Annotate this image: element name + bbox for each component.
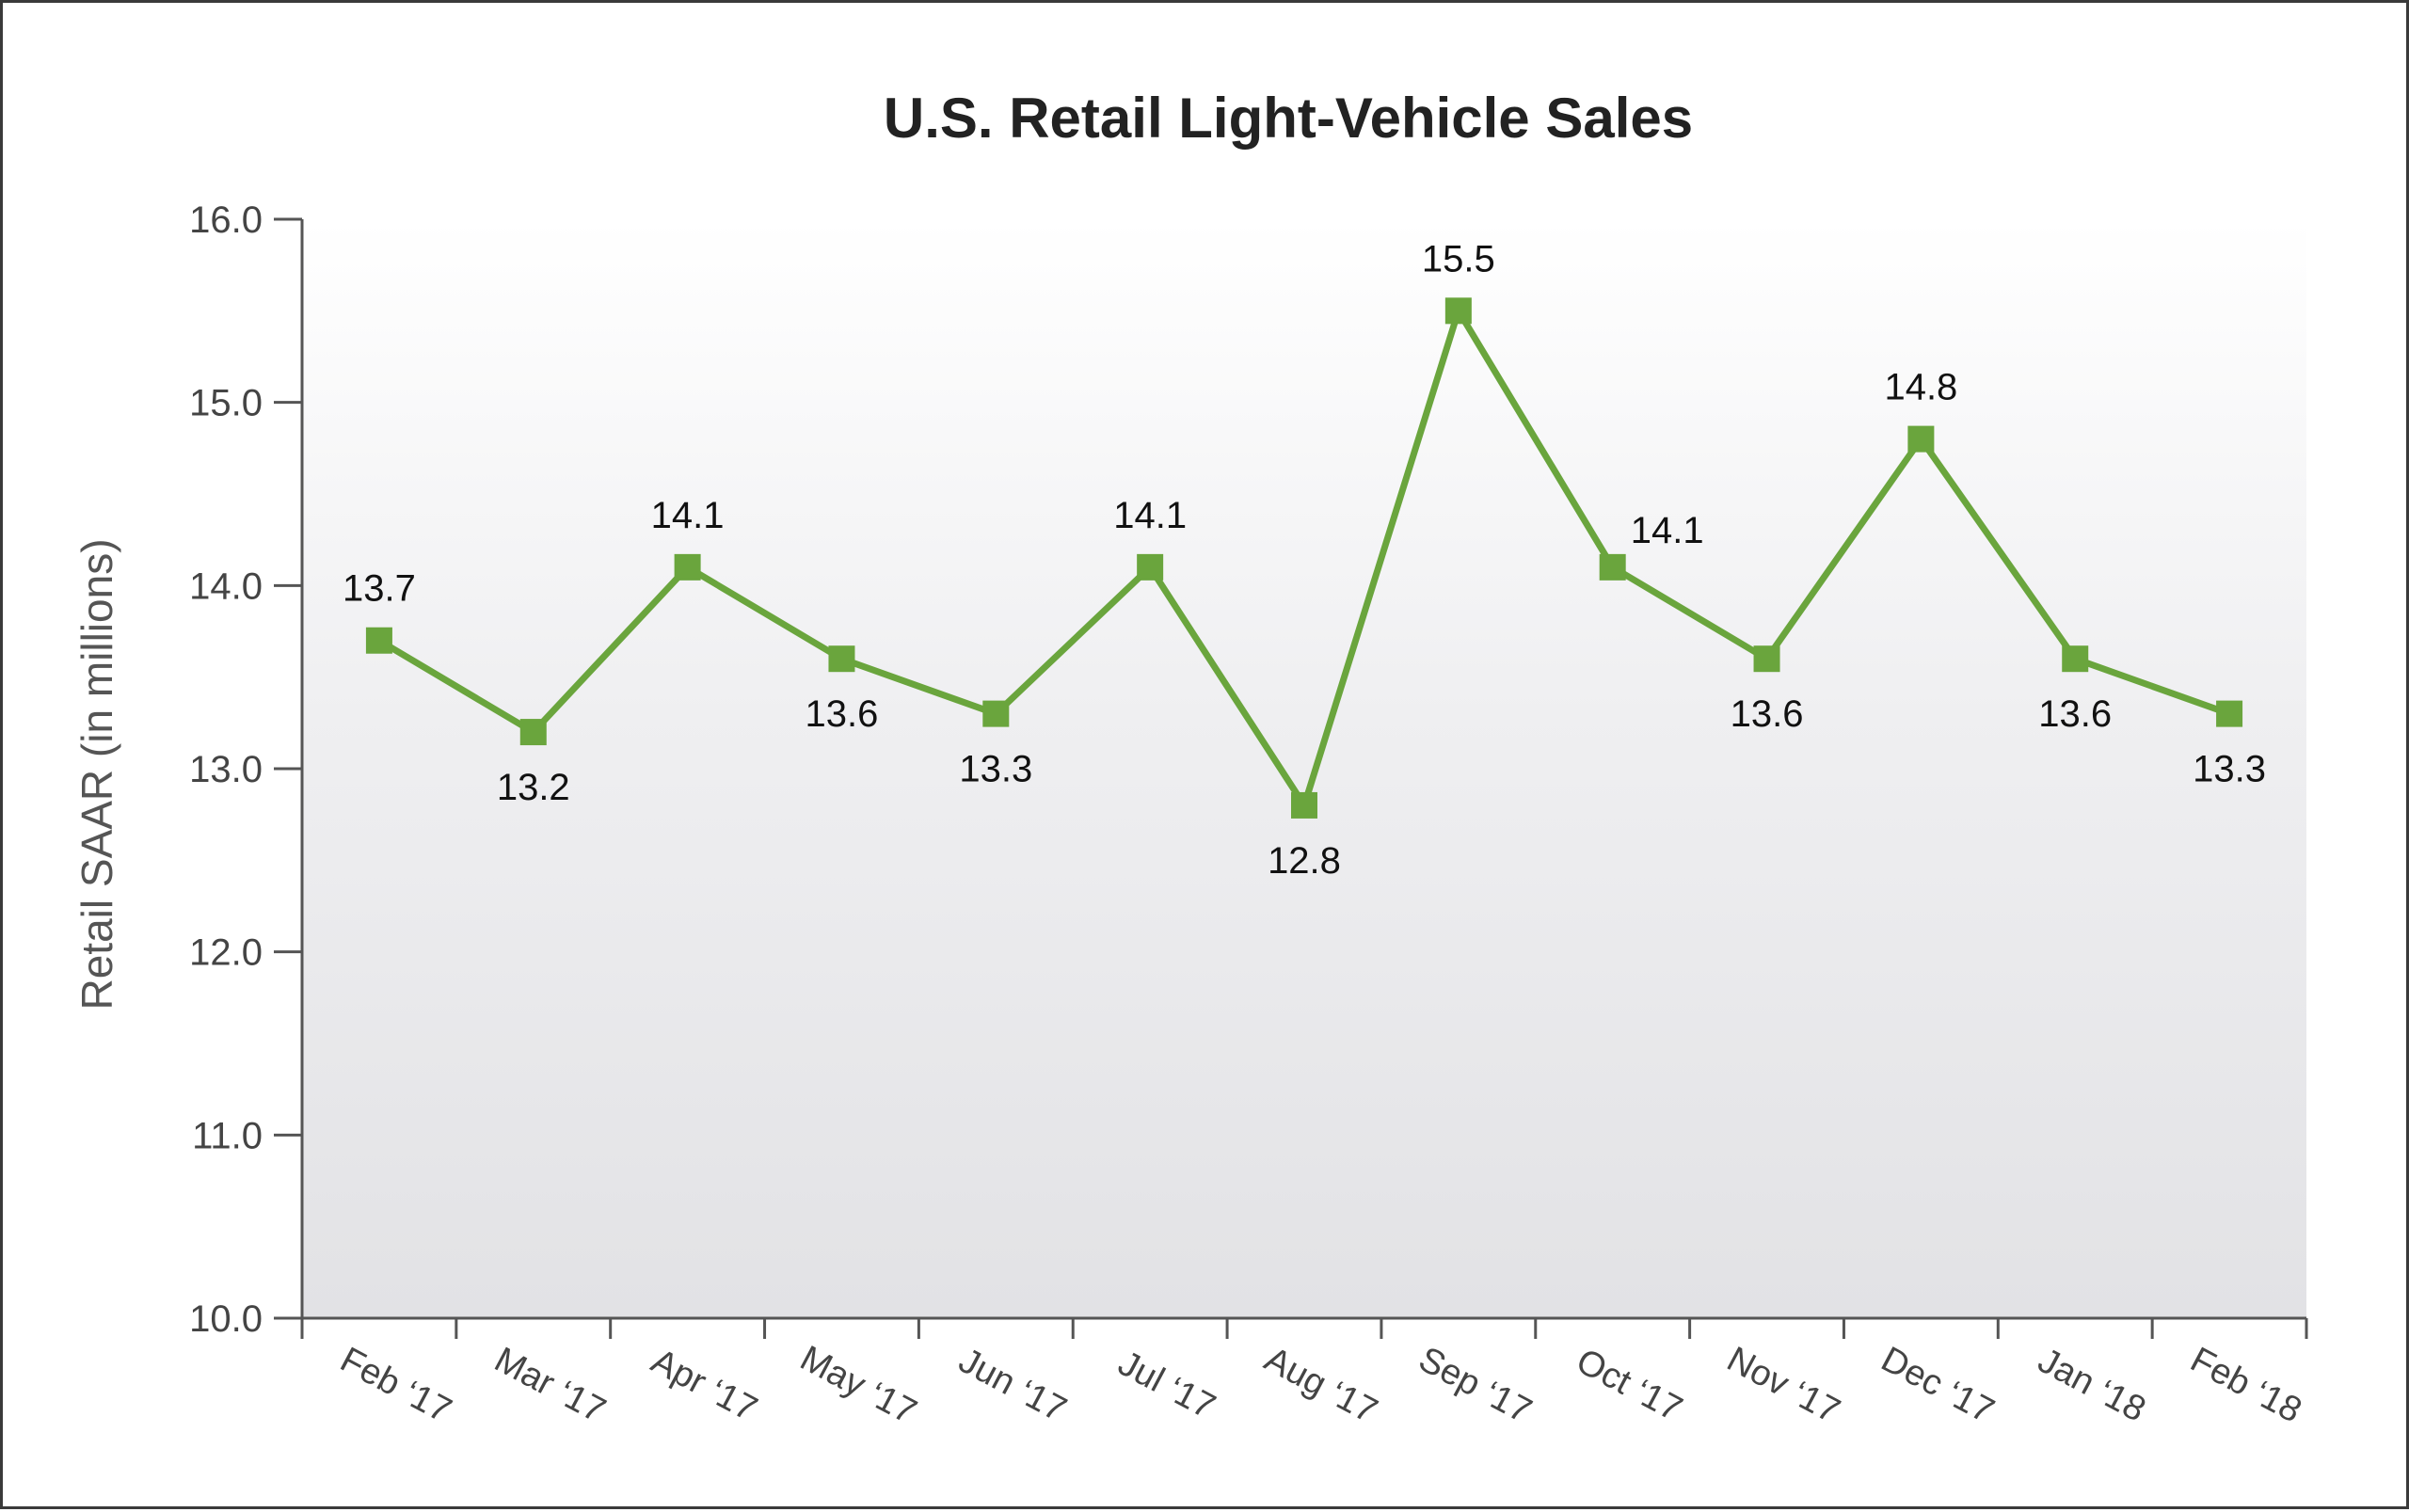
y-tick-label: 11.0 bbox=[192, 1115, 263, 1156]
data-label: 15.5 bbox=[1422, 238, 1495, 279]
line-chart: U.S. Retail Light-Vehicle Sales Retail S… bbox=[72, 87, 2308, 1433]
chart-title: U.S. Retail Light-Vehicle Sales bbox=[884, 87, 1693, 150]
data-point-marker bbox=[2216, 700, 2243, 727]
y-tick-label: 13.0 bbox=[189, 749, 263, 790]
data-point-marker bbox=[674, 553, 701, 581]
data-point-marker bbox=[1137, 553, 1164, 581]
data-point-marker bbox=[2062, 645, 2089, 673]
axes bbox=[274, 217, 2308, 1339]
data-point-marker bbox=[519, 719, 547, 746]
x-tick-label: Jan ‘18 bbox=[2032, 1341, 2152, 1430]
data-label: 14.8 bbox=[1884, 367, 1957, 408]
data-point-marker bbox=[1907, 425, 1935, 453]
y-tick-label: 16.0 bbox=[189, 199, 263, 241]
data-label: 13.6 bbox=[2038, 693, 2112, 735]
y-tick-label: 15.0 bbox=[189, 383, 263, 424]
data-label: 13.6 bbox=[1731, 693, 1804, 735]
x-tick-label: Jun ‘17 bbox=[952, 1341, 1073, 1430]
data-label: 13.3 bbox=[959, 749, 1032, 790]
data-label: 14.1 bbox=[1631, 510, 1704, 551]
data-label: 14.1 bbox=[1113, 495, 1187, 536]
x-tick-label: Nov ‘17 bbox=[1720, 1340, 1845, 1432]
data-point-marker bbox=[365, 627, 392, 654]
x-tick-label: Oct ‘17 bbox=[1570, 1342, 1688, 1430]
y-tick-label: 14.0 bbox=[189, 565, 263, 607]
data-point-marker bbox=[828, 645, 855, 673]
x-tick-label: May ‘17 bbox=[793, 1339, 922, 1433]
x-tick-label: Dec ‘17 bbox=[1875, 1340, 2000, 1432]
series: 13.7 13.2 14.1 13.6 13.3 14.1 12.8 15.5 14.1 13.6… bbox=[343, 238, 2266, 882]
data-point-marker bbox=[1444, 297, 1472, 325]
x-tick-label: Feb ‘18 bbox=[2184, 1340, 2308, 1431]
data-point-marker bbox=[1599, 553, 1626, 581]
x-tick-label: Sep ‘17 bbox=[1412, 1340, 1539, 1432]
x-tick-label: Apr ‘17 bbox=[645, 1342, 763, 1430]
data-label: 12.8 bbox=[1268, 840, 1341, 882]
x-tick-label: Jul ‘17 bbox=[1111, 1344, 1221, 1427]
data-label: 13.7 bbox=[343, 568, 416, 610]
data-label: 14.1 bbox=[651, 495, 725, 536]
data-label: 13.2 bbox=[497, 767, 570, 808]
x-tick-label: Feb ‘17 bbox=[334, 1340, 458, 1431]
y-axis-label: Retail SAAR (in millions) bbox=[72, 538, 121, 1010]
y-tick-label: 12.0 bbox=[189, 932, 263, 974]
data-point-marker bbox=[1753, 645, 1780, 673]
x-tick-labels: Feb ‘17 Mar ‘17 Apr ‘17 May ‘17 Jun ‘17 Jul ‘… bbox=[334, 1339, 2308, 1433]
data-label: 13.3 bbox=[2193, 749, 2266, 790]
y-tick-labels: 10.0 11.0 12.0 13.0 14.0 15.0 16.0 bbox=[189, 199, 263, 1340]
plot-background bbox=[302, 219, 2306, 1318]
x-tick-label: Mar ‘17 bbox=[488, 1340, 613, 1431]
y-tick-label: 10.0 bbox=[189, 1298, 263, 1340]
x-tick-label: Aug ‘17 bbox=[1258, 1340, 1384, 1432]
data-label: 13.6 bbox=[806, 693, 879, 735]
data-point-marker bbox=[1291, 791, 1317, 819]
data-point-marker bbox=[982, 700, 1010, 727]
